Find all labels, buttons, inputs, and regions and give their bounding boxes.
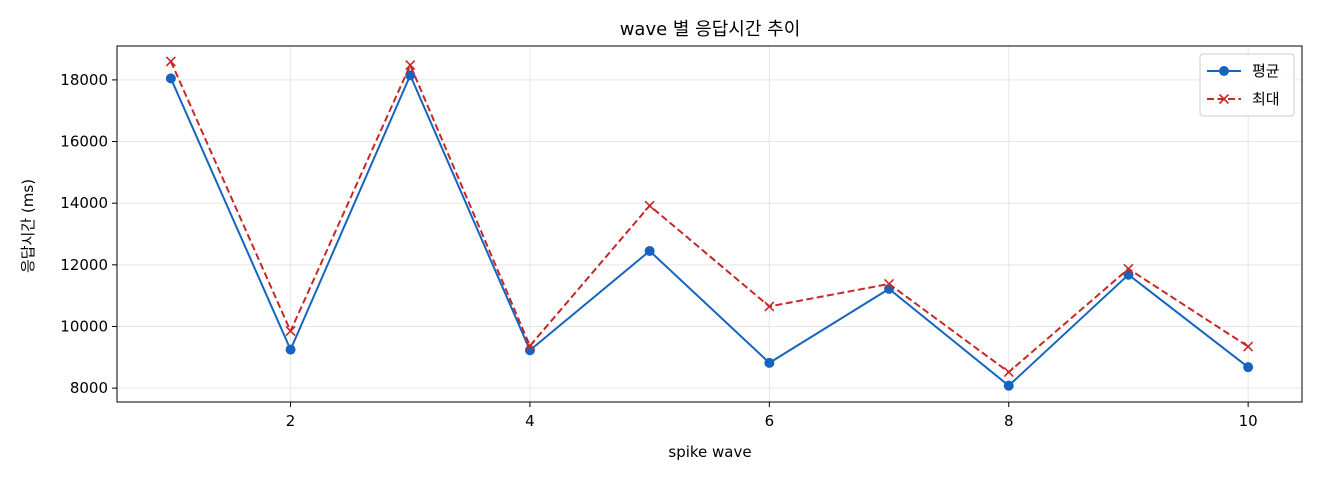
x-marker-stroke [764, 301, 775, 312]
y-tick-label: 18000 [60, 71, 108, 89]
x-marker-stroke [1218, 93, 1230, 105]
x-tick-label: 10 [1239, 412, 1258, 430]
x-marker-stroke [165, 56, 176, 67]
series-2-point [1123, 263, 1134, 274]
y-tick-label: 14000 [60, 194, 108, 212]
y-tick-label: 12000 [60, 256, 108, 274]
axis-layer: 2 4 6 8 10 8000 10000 12000 14000 16000 18000 [60, 71, 1257, 430]
y-tick-label: 16000 [60, 133, 108, 151]
x-marker-stroke [644, 200, 655, 211]
series-1-point [285, 344, 296, 355]
series-2-point [165, 56, 176, 67]
grid-layer [117, 46, 1302, 402]
series-1-point [1243, 362, 1254, 373]
plot-frame [116, 45, 1303, 403]
y-tick-label: 10000 [60, 317, 108, 335]
x-tick-label: 2 [286, 412, 296, 430]
x-marker-stroke [1123, 263, 1134, 274]
x-marker-stroke [1003, 367, 1014, 378]
x-marker-stroke [524, 340, 536, 351]
series-2-point [1003, 367, 1014, 378]
legend-box [1199, 53, 1295, 117]
legend-marker-1 [1219, 66, 1229, 76]
series-1-point [1003, 380, 1014, 391]
legend-marker-2 [1218, 93, 1230, 105]
series-line-1 [169, 74, 1249, 387]
y-axis-label: 응답시간 (ms) [19, 179, 37, 273]
x-marker-stroke [405, 60, 416, 71]
x-tick-label: 8 [1004, 412, 1014, 430]
series-2-point [524, 340, 536, 351]
series-2-point [285, 326, 296, 337]
x-marker-stroke [883, 278, 895, 290]
x-tick-label: 4 [525, 412, 535, 430]
series-line-2 [169, 61, 1249, 374]
chart-title: wave 별 응답시간 추이 [620, 19, 801, 40]
series-2-point [405, 60, 416, 71]
series-1-point [165, 73, 176, 84]
x-marker-stroke [285, 326, 296, 337]
y-tick-label: 8000 [70, 379, 108, 397]
series-2-point [644, 200, 655, 211]
legend-label-2: 최대 [1252, 90, 1280, 108]
x-marker-stroke [1243, 341, 1254, 352]
x-tick-label: 6 [765, 412, 775, 430]
series-1-point [644, 245, 655, 256]
series-1-point [764, 357, 775, 368]
series-2-point [1243, 341, 1254, 352]
series-2-point [764, 301, 775, 312]
x-axis-label: spike wave [668, 443, 751, 461]
series-layer [165, 56, 1254, 391]
legend-label-1: 평균 [1252, 62, 1280, 80]
series-2-point [883, 278, 895, 290]
